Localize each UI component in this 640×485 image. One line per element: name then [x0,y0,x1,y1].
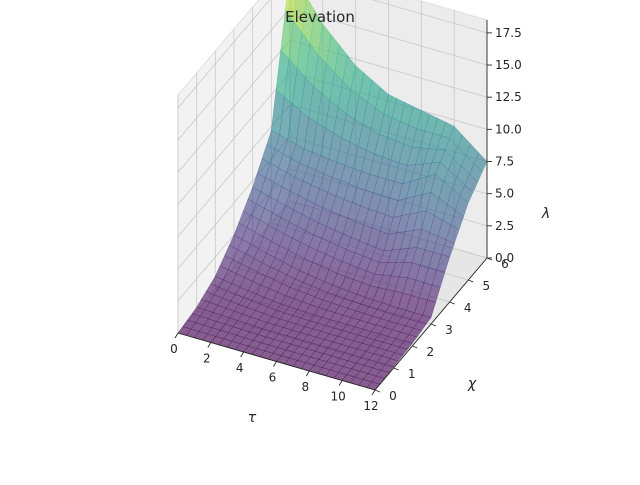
surface-plot [177,0,488,391]
x-tick-mark [207,342,212,348]
y-tick-mark [374,389,381,393]
y-tick-label: 2 [426,345,434,359]
z-axis-label: λ [541,206,550,222]
x-tick-label: 12 [363,399,378,413]
y-tick-label: 3 [445,323,453,337]
z-gridline [177,0,488,109]
x-tick-label: 10 [331,390,346,404]
y-tick-mark [430,323,437,327]
y-tick-label: 1 [408,367,416,381]
y-axis-label: χ [467,376,477,392]
x-axis-label: τ [248,410,257,426]
z-tick-label: 2.5 [495,219,514,233]
z-tick-label: 12.5 [495,90,522,104]
x-tick-label: 8 [301,380,309,394]
y-tick-label: 6 [501,257,509,271]
chart-title: Elevation [285,8,355,26]
x-tick-mark [273,361,277,367]
z-tick-label: 17.5 [495,26,522,40]
y-tick-label: 4 [464,301,472,315]
axis-lines [174,20,493,396]
z-tick-label: 5.0 [495,187,514,201]
x-tick-mark [174,332,179,339]
y-tick-mark [468,279,474,283]
y-tick-mark [412,345,418,349]
z-tick-label: 15.0 [495,58,522,72]
y-tick-label: 0 [389,389,397,403]
x-tick-label: 4 [236,361,244,375]
x-tick-label: 2 [203,352,211,366]
x-tick-label: 0 [170,342,178,356]
y-tick-label: 5 [482,279,490,293]
y-tick-mark [449,301,455,305]
x-tick-mark [305,370,310,377]
x-tick-mark [371,389,376,396]
x-tick-mark [338,380,343,386]
y-tick-mark [393,367,399,371]
z-tick-label: 0.0 [495,251,514,265]
x-tick-mark [240,351,245,358]
z-tick-label: 10.0 [495,122,522,136]
tick-labels: 02468101201234560.02.55.07.510.012.515.0… [170,26,522,413]
z-tick-label: 7.5 [495,155,514,169]
x-tick-label: 6 [269,371,277,385]
